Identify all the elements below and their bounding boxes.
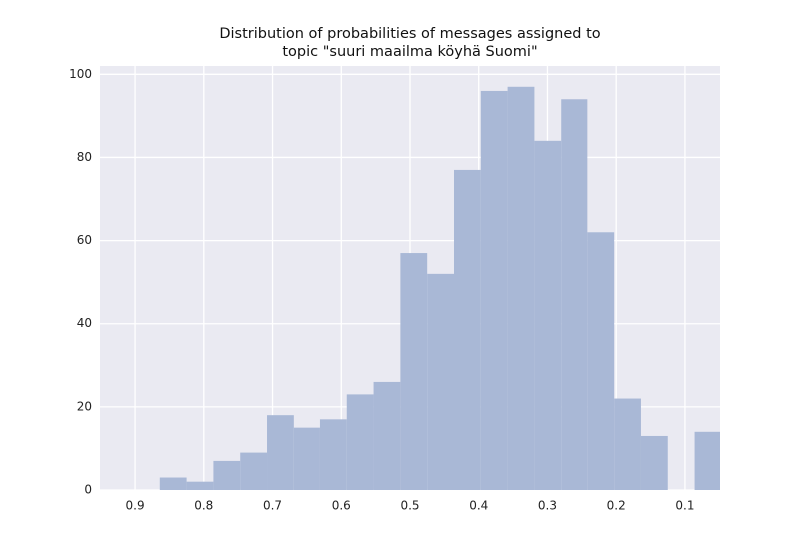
bar [346, 394, 374, 490]
bar [561, 99, 588, 490]
bar [480, 90, 508, 490]
x-tick-label: 0.8 [194, 499, 213, 513]
bar [400, 253, 428, 490]
bar [534, 140, 562, 490]
y-tick-label: 40 [77, 316, 92, 330]
bar [453, 169, 481, 490]
y-tick-label: 20 [77, 399, 92, 413]
bars [159, 86, 720, 490]
x-tick-label: 0.2 [607, 499, 626, 513]
chart-title: Distribution of probabilities of message… [219, 26, 600, 42]
bar [240, 452, 268, 490]
x-tick-label: 0.7 [263, 499, 282, 513]
x-tick-label: 0.1 [675, 499, 694, 513]
bar [640, 435, 668, 490]
bar [587, 232, 615, 490]
bar [373, 381, 401, 490]
x-tick-label: 0.6 [332, 499, 351, 513]
chart-title: topic "suuri maailma köyhä Suomi" [282, 44, 537, 60]
bar [213, 460, 241, 490]
x-tick-label: 0.4 [469, 499, 488, 513]
y-tick-label: 0 [84, 483, 92, 497]
y-tick-label: 100 [69, 67, 92, 81]
x-tick-label: 0.3 [538, 499, 557, 513]
bar [186, 481, 214, 490]
x-tick-label: 0.9 [126, 499, 145, 513]
bar [319, 419, 347, 490]
x-tick-label: 0.5 [400, 499, 419, 513]
y-tick-label: 80 [77, 150, 92, 164]
bar [507, 86, 535, 490]
bar [614, 398, 641, 490]
bar [427, 273, 454, 490]
y-tick-label: 60 [77, 233, 92, 247]
bar [293, 427, 320, 490]
bar [267, 415, 294, 490]
bar [694, 431, 720, 490]
bar [159, 477, 187, 490]
